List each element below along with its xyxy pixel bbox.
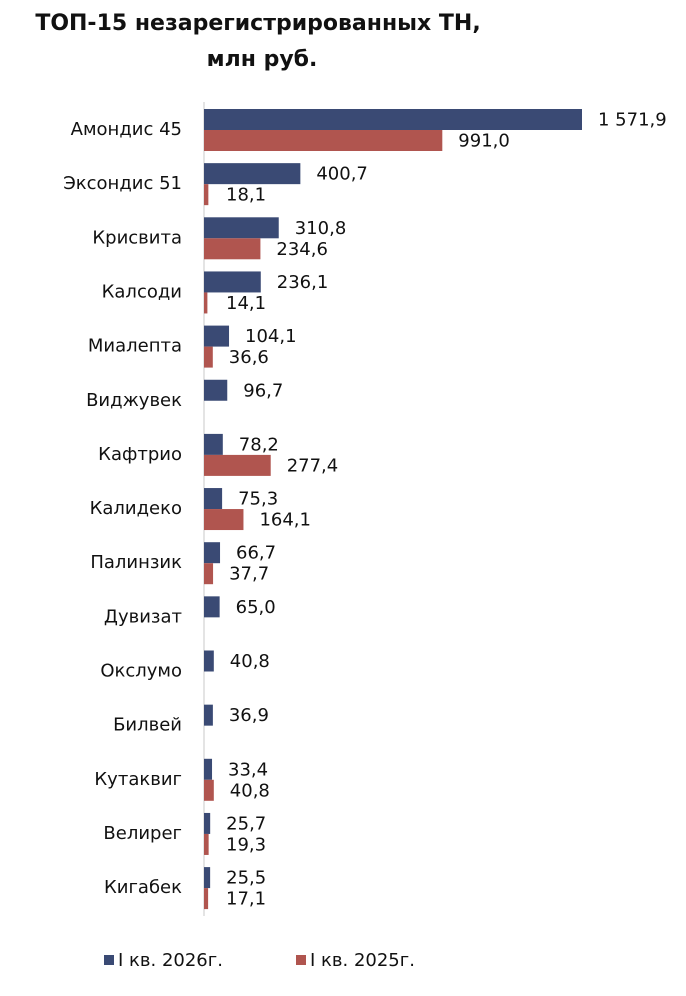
data-label: 164,1 <box>259 510 311 531</box>
bar <box>204 833 209 855</box>
data-label: 75,3 <box>238 489 278 510</box>
data-label: 1 571,9 <box>598 110 667 131</box>
legend-label: I кв. 2025г. <box>310 950 415 971</box>
bar <box>204 888 209 910</box>
bar <box>204 704 213 726</box>
y-tick-label: Калидеко <box>90 498 182 519</box>
data-label: 19,3 <box>226 834 266 855</box>
bar <box>204 292 208 314</box>
bar <box>204 238 261 260</box>
data-label: 40,8 <box>230 780 270 801</box>
data-label: 36,6 <box>229 347 269 368</box>
data-label: 66,7 <box>236 543 276 564</box>
data-label: 14,1 <box>226 293 266 314</box>
bar <box>204 650 214 672</box>
legend-swatch <box>296 955 306 965</box>
chart-title: млн руб. <box>207 47 318 72</box>
bar <box>204 488 223 510</box>
y-tick-label: Крисвита <box>92 227 182 248</box>
y-tick-label: Калсоди <box>102 281 182 302</box>
legend-swatch <box>104 955 114 965</box>
bar <box>204 130 443 151</box>
y-tick-label: Эксондис 51 <box>63 173 182 194</box>
bar <box>204 325 230 347</box>
y-tick-label: Кутаквиг <box>94 769 182 790</box>
data-label: 40,8 <box>230 651 270 672</box>
data-label: 37,7 <box>229 564 269 585</box>
data-label: 25,7 <box>226 813 266 834</box>
y-tick-label: Велирег <box>103 823 182 844</box>
bar <box>204 433 223 455</box>
bar <box>204 542 221 564</box>
bar <box>204 596 220 618</box>
data-label: 104,1 <box>245 326 297 347</box>
bar <box>204 184 209 206</box>
data-label: 36,9 <box>229 705 269 726</box>
data-label: 33,4 <box>228 759 268 780</box>
bar <box>204 812 211 834</box>
bar <box>204 779 214 801</box>
bar <box>204 271 261 293</box>
bar <box>204 163 301 185</box>
data-label: 17,1 <box>226 889 266 910</box>
y-tick-label: Палинзик <box>90 552 182 573</box>
data-label: 400,7 <box>316 164 368 185</box>
bar <box>204 109 582 130</box>
y-tick-label: Амондис 45 <box>71 119 182 140</box>
data-label: 236,1 <box>277 272 329 293</box>
y-tick-label: Миалепта <box>88 336 182 357</box>
bar <box>204 563 214 585</box>
data-label: 234,6 <box>276 239 328 260</box>
data-label: 18,1 <box>226 185 266 206</box>
y-tick-label: Билвей <box>113 715 182 736</box>
y-tick-label: Кигабек <box>104 877 182 898</box>
bar <box>204 346 213 368</box>
data-label: 65,0 <box>236 597 276 618</box>
data-label: 991,0 <box>458 131 510 152</box>
bar <box>204 217 279 239</box>
bar <box>204 758 213 780</box>
data-label: 25,5 <box>226 868 266 889</box>
data-label: 277,4 <box>287 455 339 476</box>
bar <box>204 454 271 476</box>
bar <box>204 509 244 531</box>
data-label: 96,7 <box>243 380 283 401</box>
y-tick-label: Кафтрио <box>98 444 182 465</box>
y-tick-label: Дувизат <box>104 606 182 627</box>
chart-title: ТОП-15 незарегистрированных ТН, <box>35 11 480 36</box>
bar <box>204 867 211 889</box>
data-label: 78,2 <box>239 434 279 455</box>
y-tick-label: Виджувек <box>86 390 182 411</box>
legend-label: I кв. 2026г. <box>118 950 223 971</box>
data-label: 310,8 <box>295 218 347 239</box>
bar <box>204 379 228 401</box>
y-tick-label: Окслумо <box>100 661 182 682</box>
